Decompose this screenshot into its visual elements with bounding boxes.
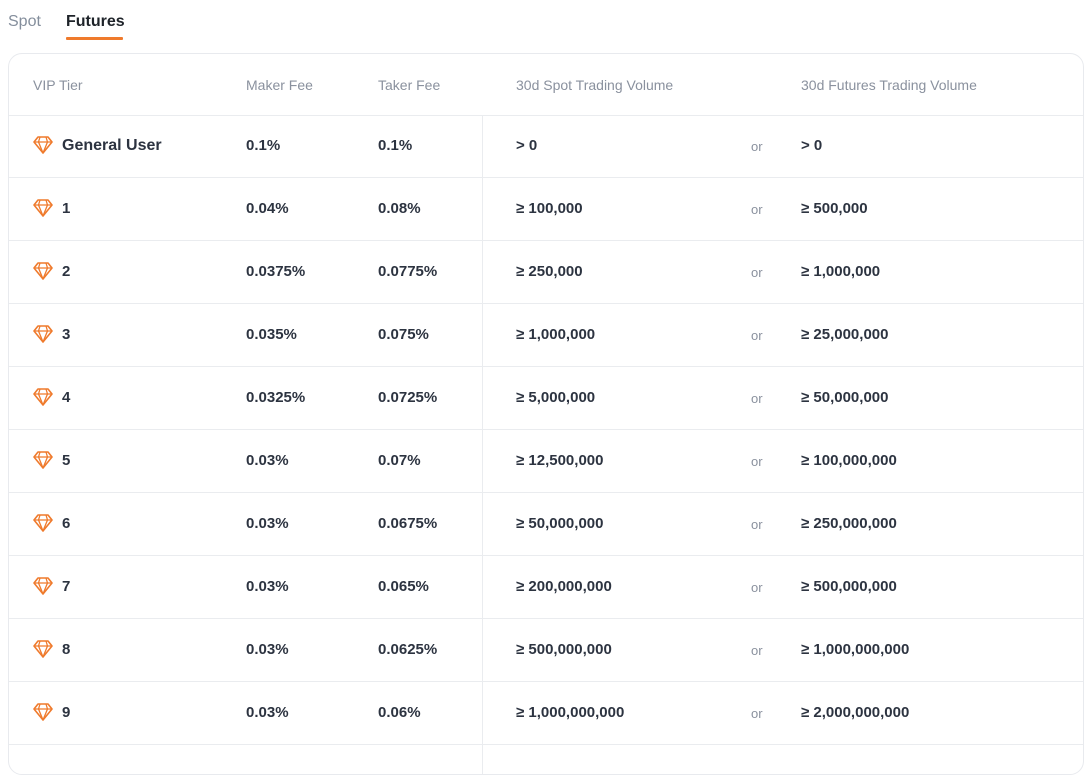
futures-volume-value: ≥ 500,000,000 — [801, 578, 897, 595]
table-row: 1 0.04% 0.08% ≥ 100,000 or ≥ 500,000 — [9, 178, 1083, 241]
or-separator: or — [751, 517, 763, 532]
taker-fee-value: 0.0725% — [378, 389, 438, 406]
table-row: 2 0.0375% 0.0775% ≥ 250,000 or ≥ 1,000,000 — [9, 241, 1083, 304]
tier-label: 6 — [62, 515, 71, 532]
maker-fee-value: 0.04% — [246, 200, 289, 217]
tier-label: 4 — [62, 389, 71, 406]
diamond-icon — [33, 577, 53, 595]
taker-fee-value: 0.0625% — [378, 641, 438, 658]
diamond-icon — [33, 325, 53, 343]
tier-label: 1 — [62, 200, 71, 217]
header-vip-tier: VIP Tier — [33, 77, 83, 93]
spot-volume-value: ≥ 5,000,000 — [516, 389, 596, 406]
table-row: 9 0.03% 0.06% ≥ 1,000,000,000 or ≥ 2,000,000,… — [9, 682, 1083, 745]
tier-label: 9 — [62, 704, 71, 721]
tier-label: 2 — [62, 263, 71, 280]
taker-fee-value: 0.06% — [378, 704, 421, 721]
taker-fee-value: 0.08% — [378, 200, 421, 217]
taker-fee-value: 0.075% — [378, 326, 429, 343]
table-row: 7 0.03% 0.065% ≥ 200,000,000 or ≥ 500,000,000 — [9, 556, 1083, 619]
futures-volume-value: ≥ 2,000,000,000 — [801, 704, 910, 721]
maker-fee-value: 0.03% — [246, 515, 289, 532]
table-row: 8 0.03% 0.0625% ≥ 500,000,000 or ≥ 1,000,000,… — [9, 619, 1083, 682]
header-taker-fee: Taker Fee — [378, 77, 441, 93]
futures-volume-value: ≥ 1,000,000 — [801, 263, 881, 280]
or-separator: or — [751, 265, 763, 280]
spot-volume-value: ≥ 12,500,000 — [516, 452, 604, 469]
maker-fee-value: 0.1% — [246, 137, 281, 154]
maker-fee-value: 0.03% — [246, 578, 289, 595]
taker-fee-value: 0.0675% — [378, 515, 438, 532]
taker-fee-value: 0.065% — [378, 578, 429, 595]
table-header: VIP Tier Maker Fee Taker Fee 30d Spot Tr… — [9, 54, 1083, 116]
or-separator: or — [751, 580, 763, 595]
table-row: General User 0.1% 0.1% > 0 or > 0 — [9, 115, 1083, 178]
tab-bar: Spot Futures — [0, 0, 300, 44]
tier-label: General User — [62, 137, 162, 154]
maker-fee-value: 0.03% — [246, 452, 289, 469]
column-divider — [482, 115, 483, 774]
diamond-icon — [33, 514, 53, 532]
table-row: 6 0.03% 0.0675% ≥ 50,000,000 or ≥ 250,000,000 — [9, 493, 1083, 556]
table-row: 4 0.0325% 0.0725% ≥ 5,000,000 or ≥ 50,000,000 — [9, 367, 1083, 430]
active-tab-indicator — [66, 37, 123, 40]
maker-fee-value: 0.03% — [246, 641, 289, 658]
spot-volume-value: ≥ 200,000,000 — [516, 578, 612, 595]
spot-volume-value: ≥ 1,000,000,000 — [516, 704, 625, 721]
header-maker-fee: Maker Fee — [246, 77, 313, 93]
diamond-icon — [33, 703, 53, 721]
vip-fee-table: VIP Tier Maker Fee Taker Fee 30d Spot Tr… — [8, 53, 1084, 775]
tier-label: 7 — [62, 578, 71, 595]
futures-volume-value: ≥ 100,000,000 — [801, 452, 897, 469]
diamond-icon — [33, 451, 53, 469]
spot-volume-value: ≥ 100,000 — [516, 200, 583, 217]
taker-fee-value: 0.0775% — [378, 263, 438, 280]
tab-futures[interactable]: Futures — [66, 13, 125, 30]
futures-volume-value: ≥ 50,000,000 — [801, 389, 889, 406]
futures-volume-value: ≥ 500,000 — [801, 200, 868, 217]
maker-fee-value: 0.03% — [246, 704, 289, 721]
spot-volume-value: ≥ 500,000,000 — [516, 641, 612, 658]
maker-fee-value: 0.0375% — [246, 263, 306, 280]
futures-volume-value: ≥ 250,000,000 — [801, 515, 897, 532]
diamond-icon — [33, 136, 53, 154]
maker-fee-value: 0.0325% — [246, 389, 306, 406]
or-separator: or — [751, 643, 763, 658]
maker-fee-value: 0.035% — [246, 326, 297, 343]
diamond-icon — [33, 199, 53, 217]
table-row: 5 0.03% 0.07% ≥ 12,500,000 or ≥ 100,000,000 — [9, 430, 1083, 493]
taker-fee-value: 0.1% — [378, 137, 413, 154]
taker-fee-value: 0.07% — [378, 452, 421, 469]
futures-volume-value: ≥ 25,000,000 — [801, 326, 889, 343]
tier-label: 8 — [62, 641, 71, 658]
spot-volume-value: ≥ 250,000 — [516, 263, 583, 280]
tier-label: 5 — [62, 452, 71, 469]
diamond-icon — [33, 640, 53, 658]
or-separator: or — [751, 139, 763, 154]
or-separator: or — [751, 202, 763, 217]
spot-volume-value: > 0 — [516, 137, 538, 154]
table-row: 3 0.035% 0.075% ≥ 1,000,000 or ≥ 25,000,000 — [9, 304, 1083, 367]
or-separator: or — [751, 328, 763, 343]
spot-volume-value: ≥ 1,000,000 — [516, 326, 596, 343]
or-separator: or — [751, 391, 763, 406]
diamond-icon — [33, 262, 53, 280]
header-spot-volume: 30d Spot Trading Volume — [516, 77, 674, 93]
futures-volume-value: > 0 — [801, 137, 823, 154]
spot-volume-value: ≥ 50,000,000 — [516, 515, 604, 532]
or-separator: or — [751, 454, 763, 469]
header-futures-volume: 30d Futures Trading Volume — [801, 77, 977, 93]
tier-label: 3 — [62, 326, 71, 343]
tab-spot[interactable]: Spot — [8, 13, 41, 30]
or-separator: or — [751, 706, 763, 721]
futures-volume-value: ≥ 1,000,000,000 — [801, 641, 910, 658]
diamond-icon — [33, 388, 53, 406]
